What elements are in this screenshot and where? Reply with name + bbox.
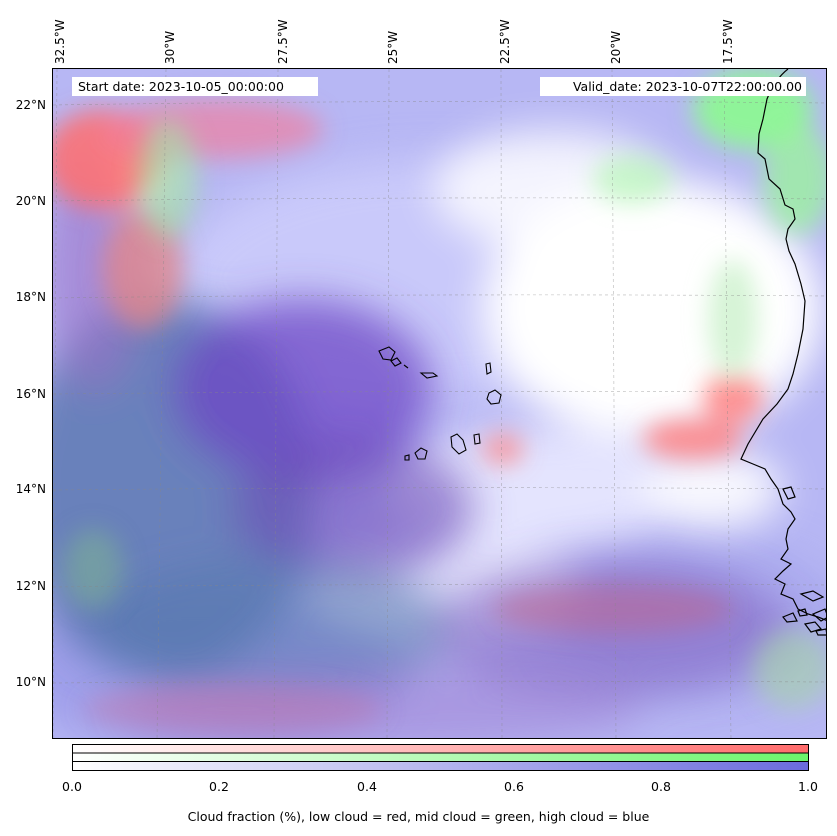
lat-label-10n: 10°N xyxy=(15,675,46,689)
colorbar-low-cloud xyxy=(72,744,809,754)
cloud-fraction-map xyxy=(52,68,827,739)
colorbar xyxy=(72,744,809,771)
lon-label-32-5w: 32.5°W xyxy=(53,19,67,64)
colorbar-tick-0-4: 0.4 xyxy=(357,779,377,794)
map-gridlines xyxy=(53,69,826,738)
cape-verde-islands xyxy=(378,346,502,461)
colorbar-tick-0-6: 0.6 xyxy=(504,779,524,794)
lat-label-14n: 14°N xyxy=(15,482,46,496)
lon-label-30w: 30°W xyxy=(163,30,177,64)
map-canvas xyxy=(53,69,826,738)
colorbar-tick-0-8: 0.8 xyxy=(651,779,671,794)
coastline xyxy=(740,69,826,636)
lon-label-22-5w: 22.5°W xyxy=(498,19,512,64)
colorbar-high-cloud xyxy=(72,761,809,771)
lon-label-17-5w: 17.5°W xyxy=(721,19,735,64)
lon-label-27-5w: 27.5°W xyxy=(276,19,290,64)
lat-label-20n: 20°N xyxy=(15,194,46,208)
colorbar-tick-1: 1.0 xyxy=(798,779,818,794)
lat-label-16n: 16°N xyxy=(15,387,46,401)
lat-label-22n: 22°N xyxy=(15,98,46,112)
lon-label-25w: 25°W xyxy=(386,30,400,64)
lat-label-18n: 18°N xyxy=(15,290,46,304)
colorbar-tick-0: 0.0 xyxy=(62,779,82,794)
lat-label-12n: 12°N xyxy=(15,579,46,593)
colorbar-tick-0-2: 0.2 xyxy=(209,779,229,794)
colorbar-caption: Cloud fraction (%), low cloud = red, mid… xyxy=(187,809,650,824)
colorbar-mid-cloud xyxy=(72,752,809,762)
lon-label-20w: 20°W xyxy=(609,30,623,64)
valid-date-label: Valid_date: 2023-10-07T22:00:00.00 xyxy=(540,77,806,96)
start-date-label: Start date: 2023-10-05_00:00:00 xyxy=(72,77,318,96)
